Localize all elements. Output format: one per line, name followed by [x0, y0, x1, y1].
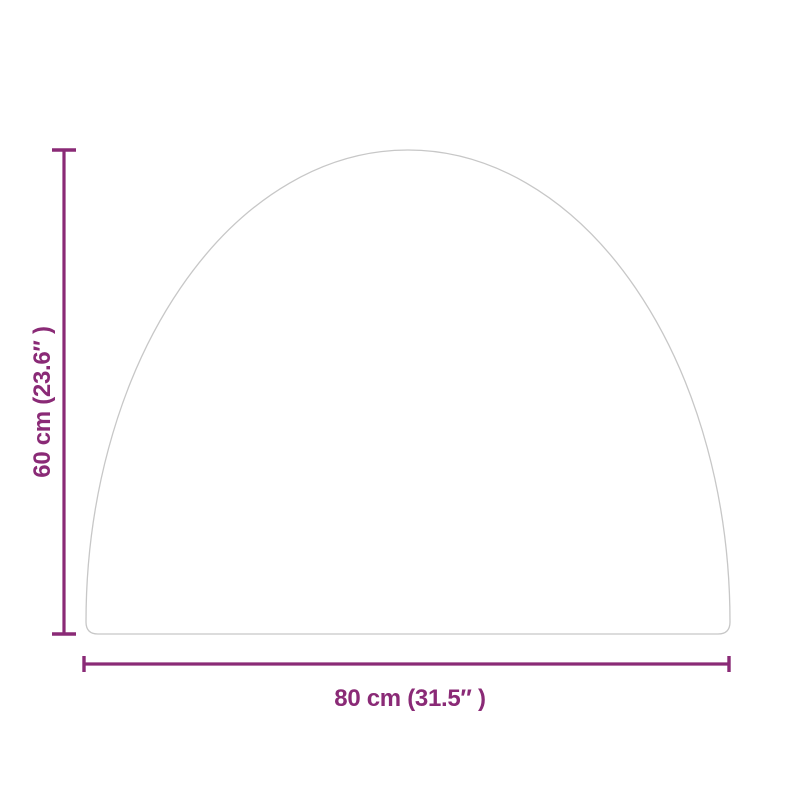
height-dimension-label: 60 cm (23.6″ ): [29, 326, 56, 478]
height-dimension-line: [52, 148, 76, 636]
width-dimension-line: [82, 656, 731, 672]
glass-plate-outline-shape: [85, 149, 731, 635]
width-dimension-label: 80 cm (31.5″ ): [334, 685, 486, 712]
